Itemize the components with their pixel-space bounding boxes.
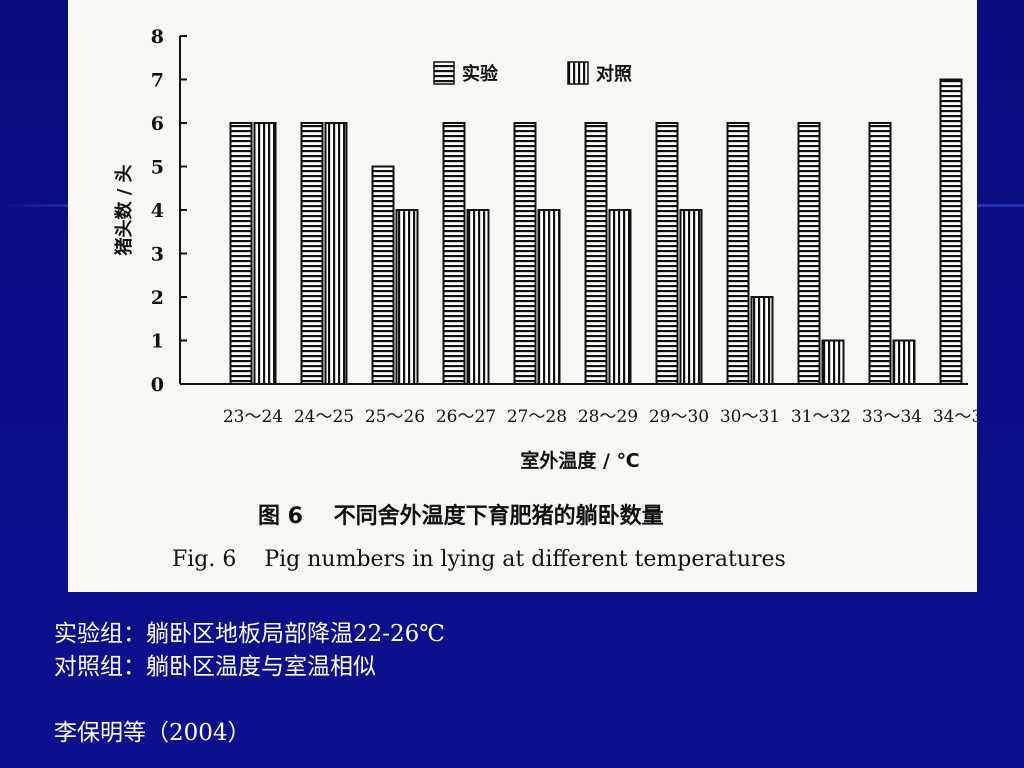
bar-control: [537, 209, 561, 385]
y-tick-label: 5: [151, 157, 164, 179]
chart-title: 图 6 不同舍外温度下育肥猪的躺卧数量: [258, 503, 664, 529]
x-tick-label: 30～31: [720, 407, 780, 427]
x-tick-label: 33～34: [862, 407, 922, 427]
x-tick-label: 29～30: [649, 407, 709, 427]
bar-control: [608, 209, 632, 385]
legend-label-experiment: 实验: [462, 63, 499, 85]
x-tick-label: 25～26: [365, 407, 425, 427]
y-tick-label: 7: [151, 70, 164, 92]
y-tick-label: 1: [151, 331, 164, 353]
chart-axes: [179, 36, 968, 385]
legend-swatch-control: [567, 61, 589, 85]
bar-experiment: [726, 122, 750, 385]
bar-experiment: [229, 122, 253, 385]
chart-subtitle: Fig. 6 Pig numbers in lying at different…: [172, 547, 786, 572]
x-tick-label: 26～27: [436, 407, 496, 427]
bar-experiment: [655, 122, 679, 385]
bar-control: [679, 209, 703, 385]
x-tick-label: 23～24: [223, 407, 283, 427]
y-axis-label: 猪头数 / 头: [113, 164, 135, 256]
y-tick-label: 2: [151, 287, 164, 309]
note-control-group: 对照组：躺卧区温度与室温相似: [54, 654, 376, 680]
bar-experiment: [797, 122, 821, 385]
y-ticks: 0 1 2 3 4 5 6 7 8: [151, 26, 187, 396]
bar-experiment: [300, 122, 324, 385]
bar-control: [892, 339, 916, 385]
x-tick-label: 28～29: [578, 407, 638, 427]
x-tick-label: 27～28: [507, 407, 567, 427]
bar-experiment: [868, 122, 892, 385]
legend-label-control: 对照: [596, 63, 632, 85]
bar-control: [750, 296, 774, 385]
bar-control: [466, 209, 490, 385]
x-tick-label: 34～35: [933, 407, 977, 427]
bar-control: [395, 209, 419, 385]
bar-experiment: [442, 122, 466, 385]
y-tick-label: 4: [151, 200, 164, 222]
x-tick-label: 24～25: [294, 407, 354, 427]
x-ticks: 23～24 24～25 25～26 26～27 27～28 28～29 29～30 30～31…: [223, 407, 977, 427]
y-tick-label: 8: [151, 26, 164, 48]
bar-control: [324, 122, 348, 385]
bar-experiment: [939, 78, 963, 385]
notes-spacer: [54, 684, 445, 717]
bar-control: [253, 122, 277, 385]
note-experiment-group: 实验组：躺卧区地板局部降温22-26℃: [54, 621, 446, 647]
figure-panel: 0 1 2 3 4 5 6 7 8 23～24 24～25 25～26 26～27 27～28 28～29…: [68, 0, 977, 592]
bar-experiment: [371, 165, 395, 385]
x-axis-label: 室外温度 / ℃: [520, 449, 639, 472]
legend-swatch-experiment: [433, 61, 455, 85]
bar-control: [821, 339, 845, 385]
bar-chart: 0 1 2 3 4 5 6 7 8 23～24 24～25 25～26 26～27 27～28 28～29…: [113, 26, 977, 572]
slide-notes: 实验组：躺卧区地板局部降温22-26℃ 对照组：躺卧区温度与室温相似 李保明等（…: [54, 618, 445, 750]
x-tick-label: 31～32: [791, 407, 851, 427]
y-tick-label: 6: [151, 113, 164, 135]
bar-experiment: [584, 122, 608, 385]
bar-experiment: [513, 122, 537, 385]
y-tick-label: 0: [151, 374, 164, 396]
legend: 实验 对照: [433, 61, 632, 85]
y-tick-label: 3: [151, 244, 164, 266]
bars: [229, 78, 963, 385]
citation: 李保明等（2004）: [54, 720, 251, 746]
